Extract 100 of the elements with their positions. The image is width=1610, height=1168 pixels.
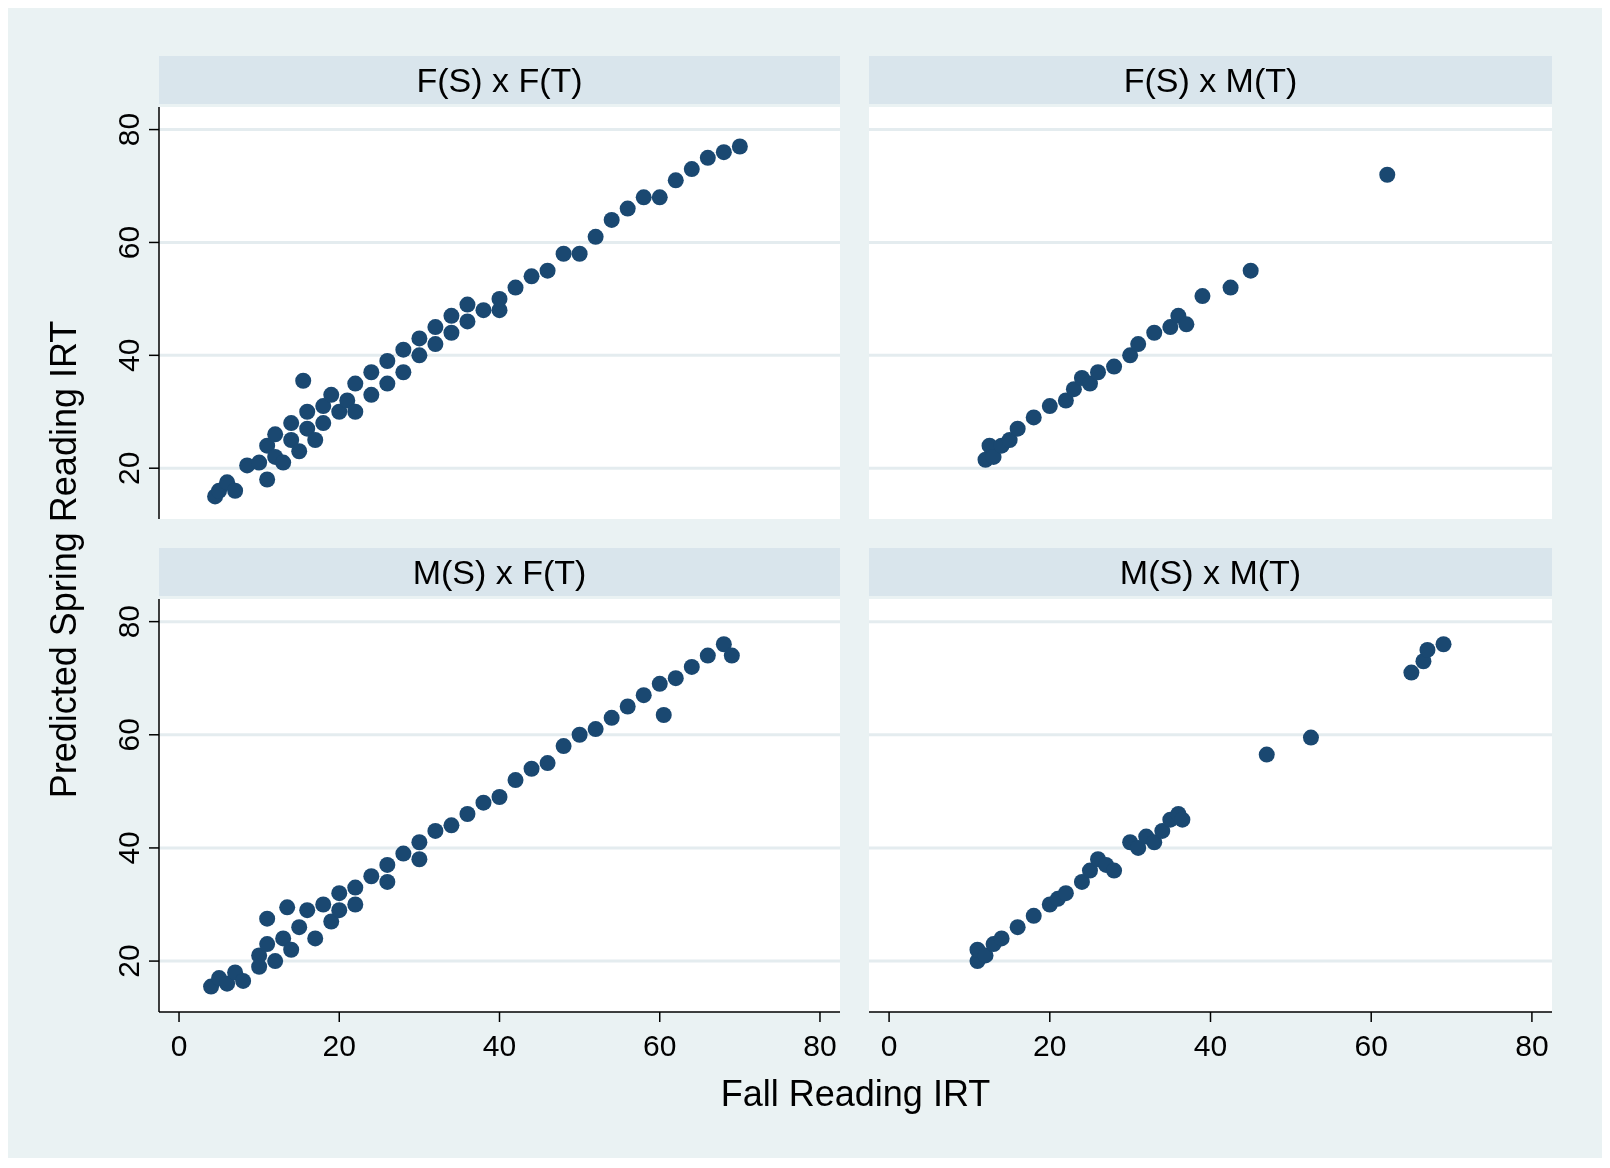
x-tick-label: 20 [322, 1029, 356, 1062]
point [993, 930, 1010, 947]
point [635, 189, 652, 206]
point [283, 941, 300, 958]
point [683, 161, 700, 178]
point [379, 352, 396, 369]
point [411, 347, 428, 364]
point [555, 738, 572, 755]
point [347, 375, 364, 392]
point [555, 245, 572, 262]
point [1302, 729, 1319, 746]
point [619, 698, 636, 715]
point [363, 364, 380, 381]
point [1057, 885, 1074, 902]
point [227, 482, 244, 499]
point [699, 149, 716, 166]
y-tick-label: 80 [112, 604, 145, 639]
point [571, 245, 588, 262]
point [347, 403, 364, 420]
x-tick-label: 0 [880, 1029, 898, 1062]
point [523, 760, 540, 777]
chart-title: M(S) x F(T) [412, 553, 587, 591]
point [267, 426, 284, 443]
point [1174, 811, 1191, 828]
point [299, 902, 316, 919]
point [651, 189, 668, 206]
point [347, 896, 364, 913]
point [619, 200, 636, 217]
point [1106, 862, 1123, 879]
point [219, 975, 236, 992]
point [411, 330, 428, 347]
point [379, 873, 396, 890]
point [571, 726, 588, 743]
point [683, 658, 700, 675]
point [1122, 347, 1139, 364]
point [395, 341, 412, 358]
point [259, 471, 276, 488]
point [715, 636, 732, 653]
point [539, 262, 556, 279]
x-tick-label: 60 [1354, 1029, 1388, 1062]
y-axis-title: Predicted Spring Reading IRT [43, 320, 84, 799]
point [699, 647, 716, 664]
point [307, 930, 324, 947]
point [363, 386, 380, 403]
x-tick-label: 60 [643, 1029, 677, 1062]
y-tick-label: 80 [112, 112, 145, 147]
point [667, 172, 684, 189]
point [259, 936, 276, 953]
point [1130, 336, 1147, 353]
point [1130, 839, 1147, 856]
point [339, 392, 356, 409]
point [299, 403, 316, 420]
point [651, 675, 668, 692]
point [1090, 364, 1107, 381]
point [1009, 420, 1026, 437]
point [395, 845, 412, 862]
point [323, 913, 340, 930]
point [1162, 319, 1179, 336]
point [1146, 324, 1163, 341]
point [427, 319, 444, 336]
point [587, 721, 604, 738]
point [667, 670, 684, 687]
chart-title: M(S) x M(T) [1119, 553, 1302, 591]
x-tick-label: 20 [1033, 1029, 1067, 1062]
point [723, 647, 740, 664]
point [1419, 641, 1436, 658]
point [603, 211, 620, 228]
x-axis-title: Fall Reading IRT [720, 1073, 991, 1114]
point [523, 268, 540, 285]
point [291, 443, 308, 460]
point [315, 896, 332, 913]
point [235, 972, 252, 989]
x-tick-label: 40 [482, 1029, 517, 1062]
y-tick-label: 60 [112, 225, 145, 260]
chart-title: F(S) x M(T) [1123, 61, 1298, 99]
point [587, 228, 604, 245]
x-tick-label: 40 [1193, 1029, 1228, 1062]
point [1379, 166, 1396, 183]
point [251, 454, 268, 471]
point [443, 307, 460, 324]
point [655, 706, 672, 723]
point [1025, 409, 1042, 426]
chart-title: F(S) x F(T) [416, 61, 583, 99]
point [275, 454, 292, 471]
point [539, 755, 556, 772]
point [379, 375, 396, 392]
y-tick-label: 20 [112, 944, 145, 978]
point [427, 336, 444, 353]
point [491, 290, 508, 307]
point [395, 364, 412, 381]
point [291, 919, 308, 936]
point [1242, 262, 1259, 279]
y-tick-label: 20 [112, 451, 145, 485]
point [279, 899, 296, 916]
point [1073, 873, 1090, 890]
point [491, 789, 508, 806]
point [475, 302, 492, 319]
point [603, 709, 620, 726]
point [459, 296, 476, 313]
point [1065, 381, 1082, 398]
